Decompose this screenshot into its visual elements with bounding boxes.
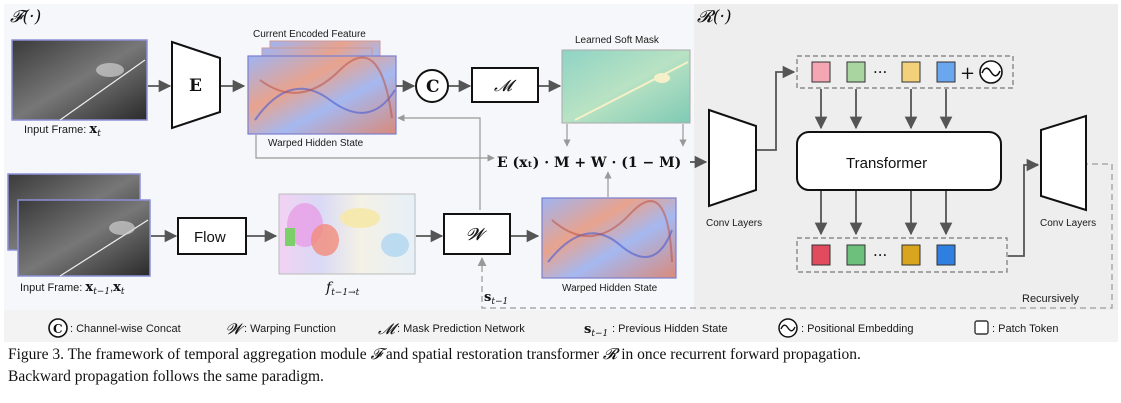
transformer-label: Transformer xyxy=(846,155,927,172)
token-ellipsis-bottom: ··· xyxy=(873,246,887,264)
warped-hidden-state xyxy=(541,197,677,279)
hidden-state-label: s xyxy=(484,290,491,305)
legend-strip xyxy=(4,310,1118,342)
flow-label: Flow xyxy=(194,229,226,246)
legend-warp-text: : Warping Function xyxy=(244,323,336,335)
conv-layers-right xyxy=(1040,114,1087,212)
encoder-block: E xyxy=(171,40,221,130)
arrow-warp-to-top-hidden xyxy=(397,114,481,210)
recursively-label: Recursively xyxy=(1022,293,1079,305)
legend-concat-text: : Channel-wise Concat xyxy=(70,323,181,335)
current-encoded-feature xyxy=(247,40,397,135)
legend-hidden-text: : Previous Hidden State xyxy=(612,323,728,335)
current-encoded-feature-label: Current Encoded Feature xyxy=(253,29,366,40)
input-frame-current-sub: t xyxy=(97,129,101,139)
caption-line-1: Figure 3. The framework of temporal aggr… xyxy=(8,346,861,363)
concat-node: C xyxy=(415,69,449,103)
warped-hidden-state-bottom-label: Warped Hidden State xyxy=(562,283,658,294)
warped-hidden-state-top-label: Warped Hidden State xyxy=(268,138,364,149)
arrows-transformer-to-tokens xyxy=(814,191,953,236)
patch-token xyxy=(846,61,866,83)
patch-token xyxy=(936,244,956,266)
input-frame-previous-sub-2: t xyxy=(121,287,125,297)
arrow-conv-to-tokens xyxy=(757,65,796,151)
positional-plus: + xyxy=(960,63,975,84)
aggregation-formula: E (xₜ) · M + W · (1 − M) xyxy=(497,155,681,171)
svg-text:st−1: st−1 xyxy=(484,290,508,307)
patch-token xyxy=(811,244,831,266)
patch-token xyxy=(936,61,956,83)
svg-text:ft−1→t: ft−1→t xyxy=(325,280,360,298)
right-panel-title: 𝓡(·) xyxy=(697,7,732,27)
legend-mask-text: : Mask Prediction Network xyxy=(397,323,525,335)
input-frame-previous xyxy=(7,173,151,277)
learned-soft-mask xyxy=(561,49,691,124)
legend-warp-symbol: 𝓦 xyxy=(226,320,245,338)
flow-field-sub: t−1→t xyxy=(331,288,359,298)
optical-flow-field xyxy=(278,193,416,275)
legend-concat-symbol: C xyxy=(53,322,63,336)
mask-network-block: 𝓜 xyxy=(471,67,539,103)
svg-text:st−1: st−1 xyxy=(584,322,608,339)
output-token-row: ··· xyxy=(796,237,1008,273)
patch-token xyxy=(901,244,921,266)
caption-line-2: Backward propagation follows the same pa… xyxy=(8,368,324,385)
figure-caption: Figure 3. The framework of temporal aggr… xyxy=(8,344,1114,388)
legend-patch-token-icon xyxy=(974,320,989,335)
mask-network-label: 𝓜 xyxy=(494,76,517,95)
flow-block: Flow xyxy=(177,217,247,255)
concat-label: C xyxy=(426,77,440,97)
warp-label: 𝓦 xyxy=(466,225,488,245)
conv-layers-left-label: Conv Layers xyxy=(706,218,762,229)
legend-positional-text: : Positional Embedding xyxy=(801,323,914,335)
token-ellipsis-top: ··· xyxy=(873,63,887,81)
input-frame-previous-label: Input Frame: xyxy=(20,282,85,294)
legend: C : Channel-wise Concat 𝓦 : Warping Func… xyxy=(48,318,1058,339)
input-token-row: ··· + xyxy=(796,55,1014,89)
patch-token xyxy=(811,61,831,83)
svg-text:Input Frame: xt: Input Frame: xt xyxy=(24,122,101,139)
arrow-tokens-to-conv xyxy=(1008,158,1040,257)
warp-block: 𝓦 xyxy=(443,213,511,255)
learned-soft-mask-label: Learned Soft Mask xyxy=(575,35,660,46)
legend-hidden-sub: t−1 xyxy=(591,329,608,339)
conv-layers-right-label: Conv Layers xyxy=(1040,218,1096,229)
legend-hidden-symbol: s xyxy=(584,322,591,337)
patch-token xyxy=(846,244,866,266)
flow-field-label: f xyxy=(325,280,334,296)
input-frame-current-label: Input Frame: xyxy=(24,124,89,136)
input-frame-current xyxy=(11,39,148,121)
arrow-feature-to-formula xyxy=(255,135,495,162)
input-frame-previous-math-2: x xyxy=(113,280,121,295)
hidden-state-sub: t−1 xyxy=(491,297,508,307)
legend-patch-token-text: : Patch Token xyxy=(992,323,1058,335)
input-frame-previous-sep: , xyxy=(110,282,113,294)
positional-embedding-icon xyxy=(979,60,1003,84)
patch-token xyxy=(901,61,921,83)
input-frame-previous-math-1: x xyxy=(85,280,93,295)
input-frame-previous-sub-1: t−1 xyxy=(93,287,110,297)
encoder-label: E xyxy=(189,76,202,96)
left-panel-title: 𝓕(·) xyxy=(10,7,41,27)
input-frame-current-math: x xyxy=(89,122,97,137)
legend-positional-icon xyxy=(778,318,798,338)
conv-layers-left xyxy=(708,108,757,208)
arrows-tokens-to-transformer xyxy=(814,89,953,130)
legend-mask-symbol: 𝓜 xyxy=(378,320,400,338)
transformer-block: Transformer xyxy=(796,131,1002,191)
svg-text:Input Frame: xt−1,xt: Input Frame: xt−1,xt xyxy=(20,280,125,297)
